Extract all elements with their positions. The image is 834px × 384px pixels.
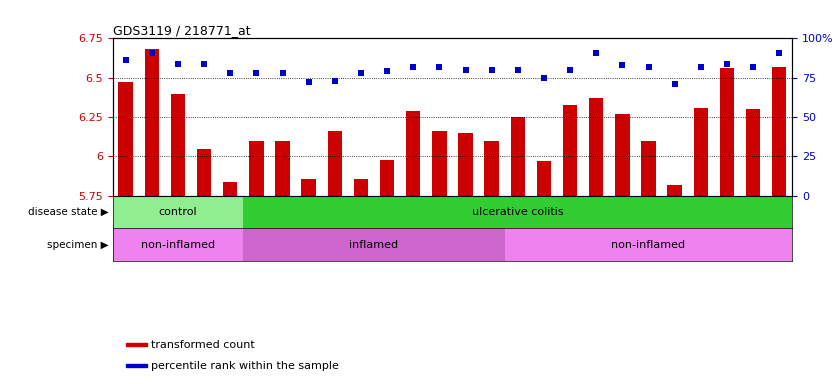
Bar — [223, 182, 238, 196]
Point — [198, 61, 211, 67]
Bar — [354, 179, 368, 196]
Point — [171, 61, 184, 67]
Bar — [589, 98, 604, 196]
Bar — [746, 109, 761, 196]
Text: non-inflamed: non-inflamed — [141, 240, 215, 250]
Point — [354, 70, 368, 76]
Bar — [485, 141, 499, 196]
Point — [406, 64, 420, 70]
Point — [380, 68, 394, 74]
Point — [746, 64, 760, 70]
Point — [564, 67, 577, 73]
Bar — [772, 67, 786, 196]
Point — [694, 64, 707, 70]
Bar — [328, 131, 342, 196]
Point — [772, 50, 786, 56]
Bar — [406, 111, 420, 196]
Point — [642, 64, 656, 70]
Point — [302, 79, 315, 86]
Point — [145, 50, 158, 56]
Bar — [113, 196, 244, 228]
Point — [537, 74, 550, 81]
Text: non-inflamed: non-inflamed — [611, 240, 686, 250]
Bar — [380, 160, 394, 196]
Text: specimen ▶: specimen ▶ — [47, 240, 108, 250]
Bar — [171, 93, 185, 196]
Bar — [505, 228, 792, 261]
Bar — [694, 108, 708, 196]
Point — [485, 67, 499, 73]
Bar — [275, 141, 289, 196]
Point — [615, 62, 629, 68]
Bar — [113, 228, 244, 261]
Bar — [301, 179, 316, 196]
Point — [433, 64, 446, 70]
Point — [590, 50, 603, 56]
Bar — [244, 228, 505, 261]
Bar — [126, 364, 147, 367]
Text: transformed count: transformed count — [151, 339, 254, 349]
Bar — [118, 83, 133, 196]
Point — [328, 78, 341, 84]
Bar — [720, 68, 734, 196]
Text: inflamed: inflamed — [349, 240, 399, 250]
Bar — [641, 141, 656, 196]
Bar — [563, 104, 577, 196]
Bar — [432, 131, 446, 196]
Point — [459, 67, 472, 73]
Point — [721, 61, 734, 67]
Point — [511, 67, 525, 73]
Text: percentile rank within the sample: percentile rank within the sample — [151, 361, 339, 371]
Bar — [144, 50, 159, 196]
Text: disease state ▶: disease state ▶ — [28, 207, 108, 217]
Text: GDS3119 / 218771_at: GDS3119 / 218771_at — [113, 24, 250, 37]
Point — [119, 57, 133, 63]
Bar — [459, 133, 473, 196]
Text: control: control — [158, 207, 198, 217]
Bar — [126, 343, 147, 346]
Bar — [510, 117, 525, 196]
Bar — [244, 196, 792, 228]
Point — [276, 70, 289, 76]
Bar — [537, 161, 551, 196]
Point — [249, 70, 263, 76]
Point — [224, 70, 237, 76]
Text: ulcerative colitis: ulcerative colitis — [472, 207, 564, 217]
Point — [668, 81, 681, 87]
Bar — [615, 114, 630, 196]
Bar — [197, 149, 211, 196]
Bar — [249, 141, 264, 196]
Bar — [667, 185, 682, 196]
